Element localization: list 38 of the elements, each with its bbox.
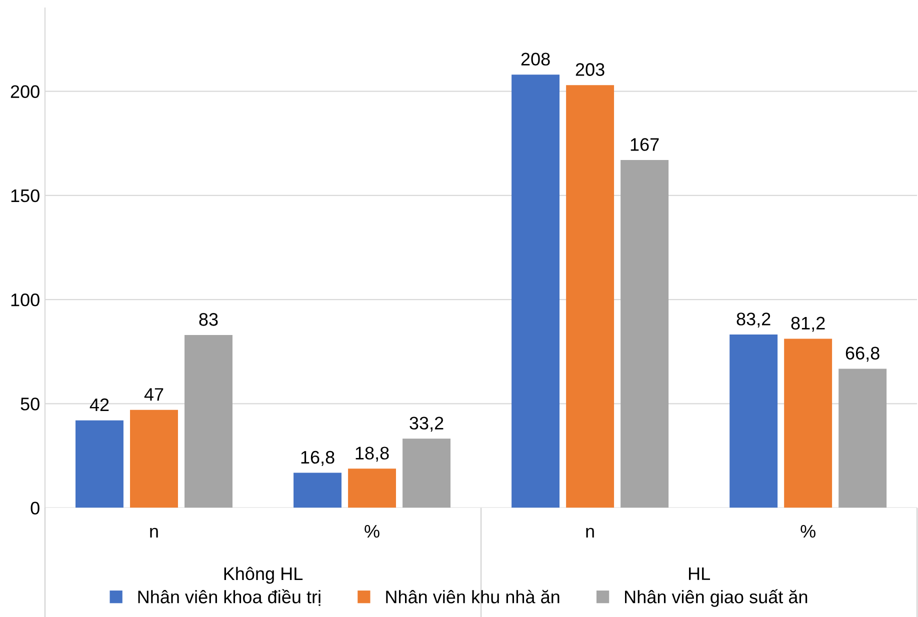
x-tick-label: % (364, 525, 380, 538)
data-label: 18,8 (356, 446, 389, 462)
legend-label: Nhân viên khoa điều trị (138, 589, 320, 606)
y-tick-label: 50 (20, 398, 40, 410)
data-label: 47 (144, 388, 164, 401)
data-label: 83,2 (736, 312, 770, 328)
bar (512, 74, 560, 508)
data-label: 42 (90, 398, 109, 412)
legend-label: Nhân viên giao suất ăn (625, 589, 808, 607)
text: Không HL (224, 566, 303, 584)
bar (402, 438, 451, 508)
x-tick-label: % (800, 525, 816, 538)
legend-label: Nhân viên khu nhà ăn (386, 590, 560, 604)
x-tick-label: n (150, 528, 158, 538)
y-tick-label: 150 (11, 189, 40, 202)
bar (184, 334, 232, 508)
data-label: 66,8 (846, 346, 880, 362)
x-tick-label: n (586, 528, 594, 538)
bar (130, 410, 178, 508)
text: HL (689, 568, 710, 580)
bar (566, 85, 614, 508)
data-label: 81,2 (791, 316, 825, 332)
data-label: 16,8 (301, 450, 334, 466)
bar (838, 368, 887, 508)
bar (348, 468, 396, 508)
bar (730, 334, 778, 508)
data-label: 208 (521, 52, 550, 66)
bar (294, 472, 342, 508)
y-tick-label: 100 (11, 293, 40, 306)
y-tick-label: 0 (30, 502, 40, 515)
y-tick-label: 200 (10, 85, 40, 98)
bar (76, 420, 124, 508)
data-label: 33,2 (410, 416, 444, 432)
bar (784, 338, 832, 508)
bar (620, 160, 669, 508)
data-label: 83 (199, 313, 218, 326)
data-label: 167 (630, 138, 659, 151)
data-label: 203 (576, 63, 604, 76)
